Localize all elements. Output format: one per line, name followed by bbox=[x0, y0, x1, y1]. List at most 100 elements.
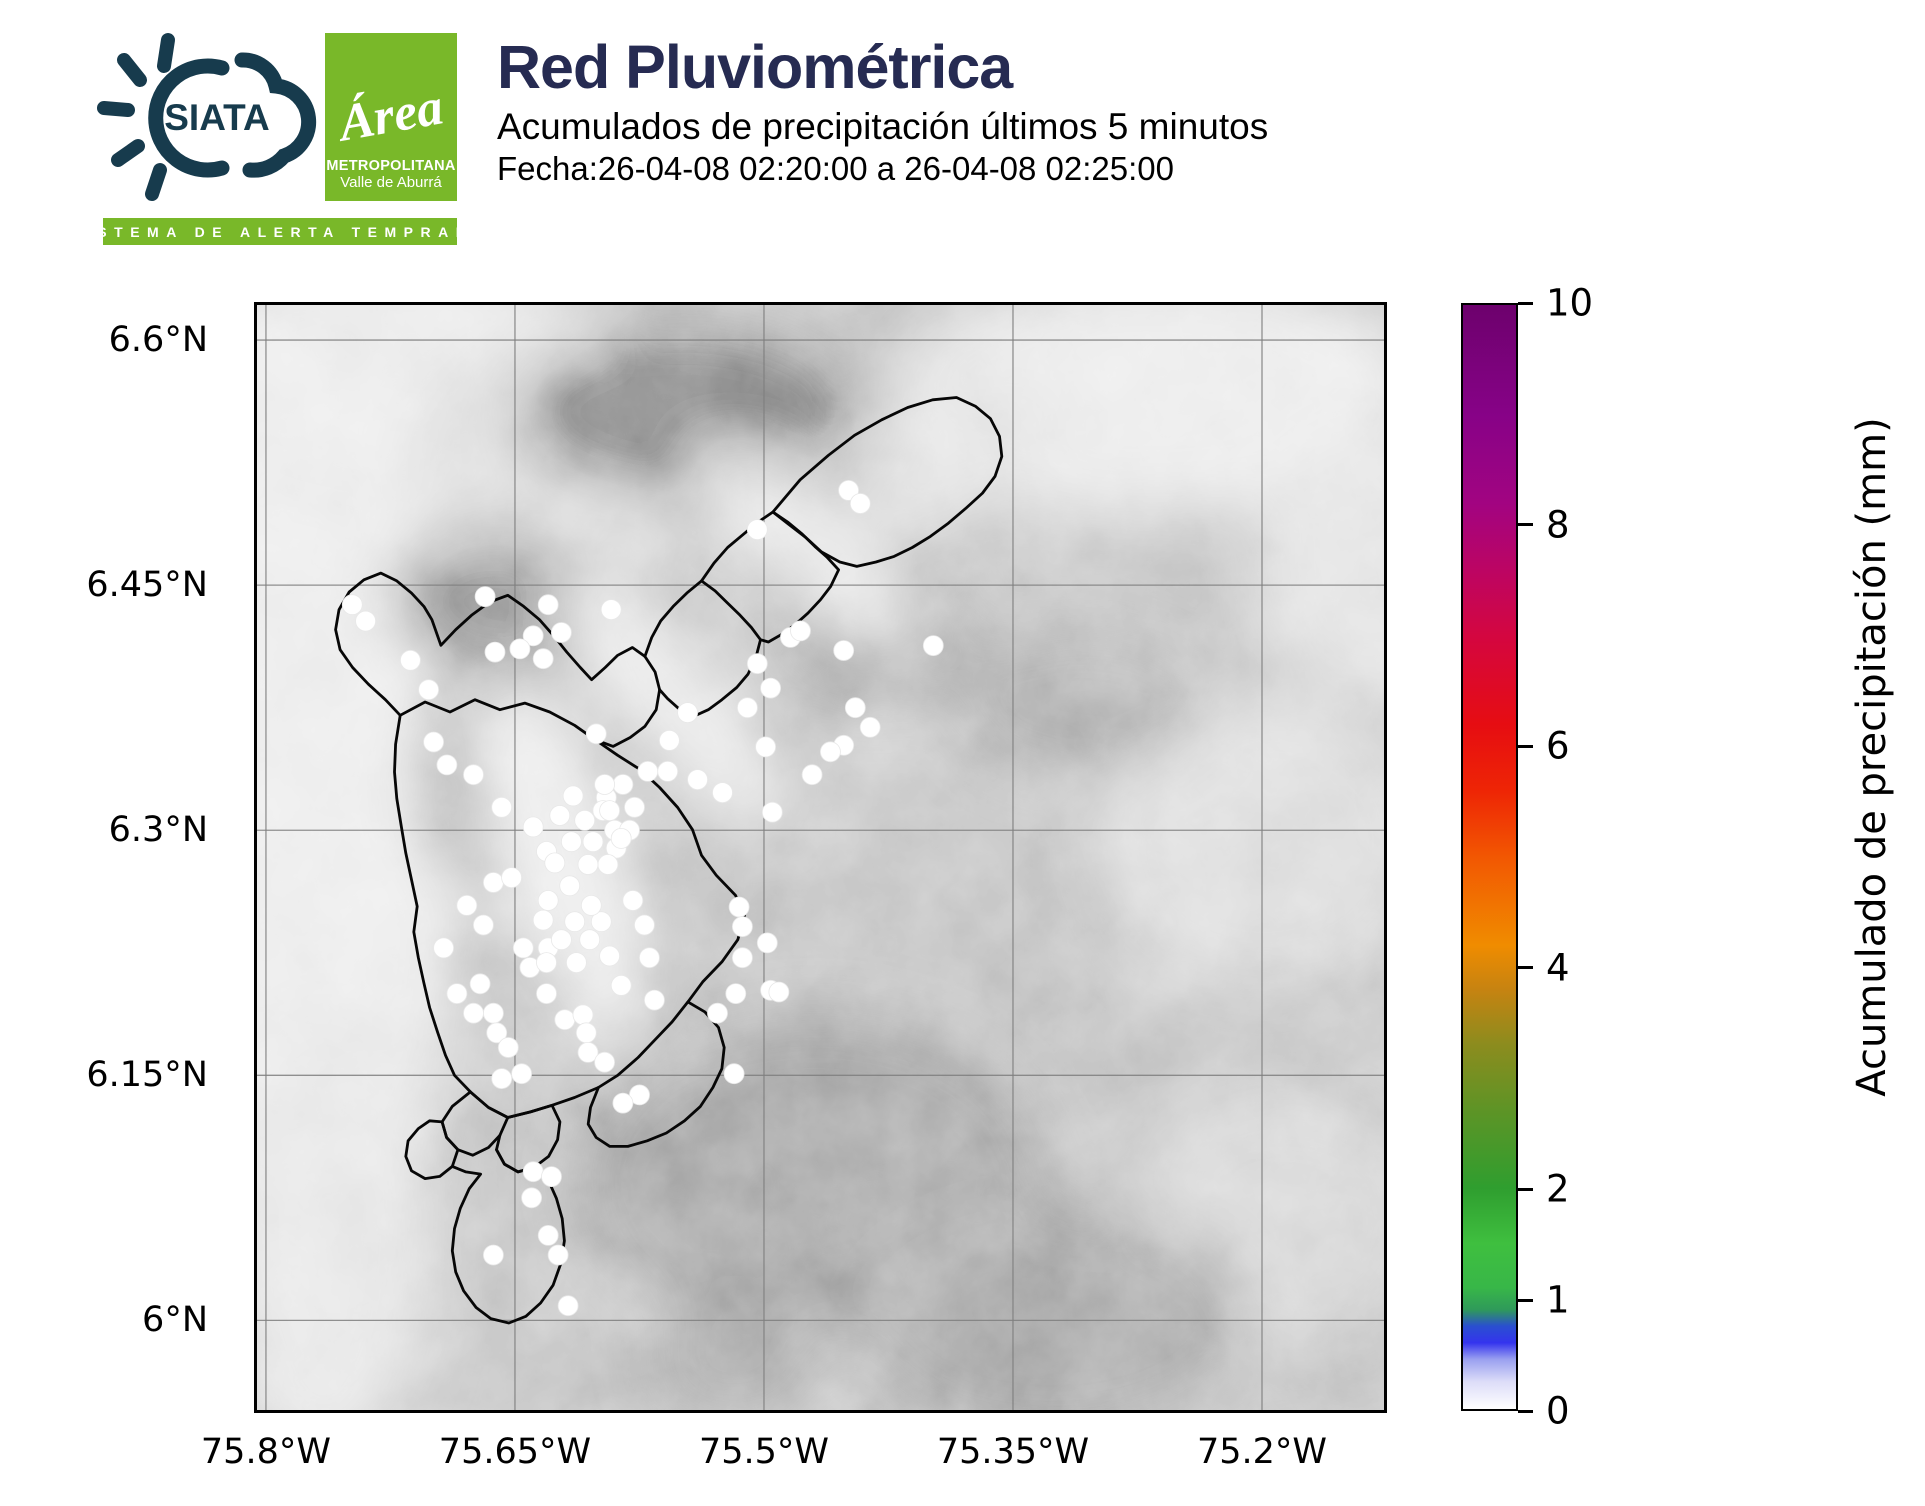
colorbar-tick-label: 6 bbox=[1546, 724, 1570, 768]
municipal-boundaries bbox=[334, 396, 1004, 1325]
station-dot bbox=[922, 635, 944, 657]
siata-logo: SIATA bbox=[97, 33, 317, 201]
station-dot bbox=[657, 760, 679, 782]
station-dot bbox=[624, 796, 645, 818]
area-logo-line2: METROPOLITANA bbox=[326, 158, 456, 174]
station-dot bbox=[491, 1068, 513, 1089]
station-dot bbox=[612, 774, 634, 795]
station-dot bbox=[572, 1004, 594, 1026]
siata-cloud-arc bbox=[234, 52, 317, 178]
station-dot bbox=[574, 810, 596, 831]
station-dot bbox=[463, 764, 484, 786]
station-dot bbox=[633, 914, 655, 936]
station-dot bbox=[537, 1225, 559, 1246]
colorbar-tick-label: 2 bbox=[1546, 1167, 1570, 1211]
y-tick-label: 6.45°N bbox=[86, 565, 208, 606]
colorbar-tick-mark bbox=[1518, 301, 1533, 305]
station-dot bbox=[522, 816, 544, 838]
station-dot bbox=[560, 831, 582, 853]
station-dot bbox=[859, 716, 881, 738]
station-dot bbox=[550, 929, 572, 951]
station-dot bbox=[541, 1166, 562, 1187]
terrain-layer bbox=[254, 302, 1387, 1413]
station-dot bbox=[497, 1037, 519, 1058]
station-dot bbox=[820, 741, 841, 763]
station-dot bbox=[550, 622, 572, 643]
page-subtitle: Acumulados de precipitación últimos 5 mi… bbox=[497, 106, 1269, 147]
station-dot bbox=[582, 831, 604, 853]
station-dot bbox=[456, 895, 478, 916]
y-tick-label: 6.3°N bbox=[108, 810, 208, 851]
station-dot bbox=[600, 599, 622, 621]
colorbar-tick-label: 4 bbox=[1546, 946, 1570, 990]
station-dot bbox=[756, 932, 778, 954]
station-dot bbox=[599, 945, 621, 967]
station-dot bbox=[355, 610, 376, 632]
station-dot bbox=[768, 981, 790, 1003]
x-tick-label: 75.2°W bbox=[1196, 1432, 1328, 1472]
station-dot bbox=[658, 729, 680, 751]
station-dot bbox=[532, 909, 554, 931]
station-dot bbox=[482, 872, 504, 893]
station-dot bbox=[610, 828, 632, 849]
station-dot bbox=[562, 785, 584, 807]
station-dot bbox=[687, 769, 709, 791]
station-dot bbox=[522, 1161, 544, 1183]
station-dot bbox=[736, 697, 758, 719]
station-dot bbox=[482, 1002, 504, 1024]
station-dot bbox=[341, 594, 363, 616]
station-dot bbox=[423, 731, 445, 753]
siata-logo-text: SIATA bbox=[164, 97, 270, 138]
station-dot bbox=[474, 586, 496, 608]
colorbar-tick-mark bbox=[1518, 1187, 1533, 1191]
station-dot bbox=[522, 625, 544, 647]
station-dot bbox=[712, 782, 733, 804]
station-dot bbox=[484, 641, 506, 663]
siata-sun-arc bbox=[148, 58, 230, 178]
station-dot bbox=[565, 952, 587, 973]
station-dot bbox=[755, 736, 777, 758]
terrain-map bbox=[254, 302, 1387, 1413]
station-dot bbox=[612, 1092, 634, 1114]
station-dot bbox=[597, 854, 619, 875]
colorbar-tick-label: 0 bbox=[1546, 1389, 1570, 1433]
colorbar bbox=[1461, 303, 1518, 1411]
station-dot bbox=[594, 774, 616, 795]
station-dot bbox=[564, 911, 586, 933]
colorbar-tick-label: 8 bbox=[1546, 503, 1570, 547]
y-tick-label: 6.15°N bbox=[86, 1055, 208, 1096]
x-tick-label: 75.5°W bbox=[698, 1432, 829, 1472]
colorbar-axis-label: Acumulado de precipitación (mm) bbox=[1849, 417, 1895, 1097]
station-dot bbox=[575, 1022, 597, 1044]
station-dot bbox=[557, 1295, 579, 1317]
station-dot bbox=[725, 983, 747, 1004]
station-dot bbox=[599, 800, 621, 822]
terrain-noise-fine bbox=[254, 302, 1387, 1413]
station-dot bbox=[463, 1002, 484, 1024]
station-dot bbox=[512, 937, 534, 959]
siata-sun-rays bbox=[97, 33, 175, 201]
station-dot bbox=[849, 493, 871, 514]
station-dot bbox=[723, 1063, 745, 1085]
station-dot bbox=[590, 911, 612, 933]
date-range: Fecha:26-04-08 02:20:00 a 26-04-08 02:25… bbox=[497, 150, 1175, 187]
station-dot bbox=[554, 1009, 576, 1031]
station-dot bbox=[638, 947, 660, 969]
station-dot bbox=[446, 983, 468, 1004]
station-dot bbox=[399, 649, 421, 671]
station-dot bbox=[746, 519, 768, 541]
station-dot bbox=[707, 1002, 728, 1024]
colorbar-tick-mark bbox=[1518, 744, 1533, 748]
station-dot bbox=[511, 1063, 533, 1085]
y-tick-label: 6.6°N bbox=[108, 320, 208, 361]
x-tick-label: 75.35°W bbox=[936, 1432, 1090, 1472]
area-metropolitana-logo: Área METROPOLITANA Valle de Aburrá bbox=[325, 33, 457, 201]
station-dot bbox=[532, 648, 554, 670]
station-dot bbox=[801, 764, 823, 786]
station-dot bbox=[491, 796, 513, 818]
x-tick-label: 75.65°W bbox=[438, 1432, 592, 1472]
rain-gauge-stations bbox=[341, 479, 944, 1317]
station-dot bbox=[643, 989, 665, 1011]
map-border bbox=[254, 302, 1387, 1413]
colorbar-tick-mark bbox=[1518, 966, 1533, 970]
